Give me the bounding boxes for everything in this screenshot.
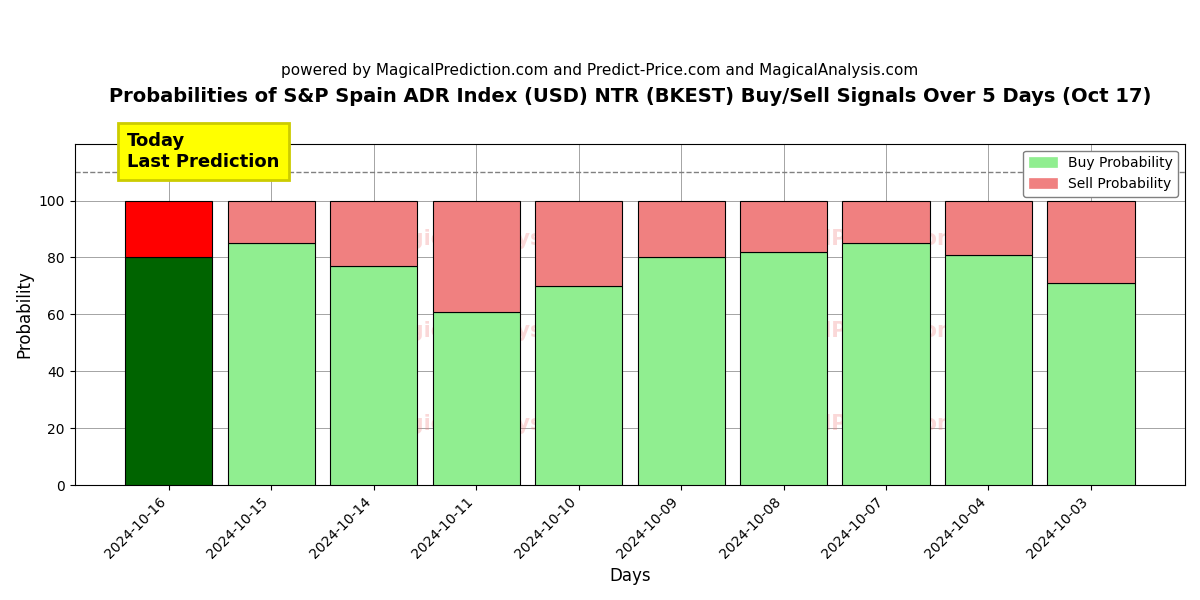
Text: MagicalAnalysis.com: MagicalAnalysis.com bbox=[374, 229, 619, 249]
Bar bbox=[637, 257, 725, 485]
Bar bbox=[228, 200, 314, 243]
Bar bbox=[432, 200, 520, 311]
Bar bbox=[228, 243, 314, 485]
Bar bbox=[432, 311, 520, 485]
Bar bbox=[330, 266, 418, 485]
Bar bbox=[740, 200, 827, 252]
Text: MagicalPrediction.com: MagicalPrediction.com bbox=[740, 322, 1008, 341]
Bar bbox=[842, 243, 930, 485]
Bar bbox=[944, 254, 1032, 485]
Bar bbox=[535, 286, 622, 485]
Bar bbox=[125, 257, 212, 485]
Text: Today
Last Prediction: Today Last Prediction bbox=[127, 132, 280, 171]
Text: MagicalPrediction.com: MagicalPrediction.com bbox=[740, 413, 1008, 434]
Y-axis label: Probability: Probability bbox=[16, 271, 34, 358]
Bar bbox=[125, 200, 212, 257]
Text: powered by MagicalPrediction.com and Predict-Price.com and MagicalAnalysis.com: powered by MagicalPrediction.com and Pre… bbox=[281, 63, 919, 78]
Bar bbox=[330, 200, 418, 266]
Bar bbox=[535, 200, 622, 286]
Bar bbox=[1048, 200, 1134, 283]
Legend: Buy Probability, Sell Probability: Buy Probability, Sell Probability bbox=[1024, 151, 1178, 197]
Bar bbox=[740, 252, 827, 485]
Bar bbox=[1048, 283, 1134, 485]
Bar bbox=[637, 200, 725, 257]
Title: Probabilities of S&P Spain ADR Index (USD) NTR (BKEST) Buy/Sell Signals Over 5 D: Probabilities of S&P Spain ADR Index (US… bbox=[109, 87, 1151, 106]
Bar bbox=[944, 200, 1032, 254]
Text: MagicalPrediction.com: MagicalPrediction.com bbox=[740, 229, 1008, 249]
Text: MagicalAnalysis.com: MagicalAnalysis.com bbox=[374, 413, 619, 434]
Text: MagicalAnalysis.com: MagicalAnalysis.com bbox=[374, 322, 619, 341]
X-axis label: Days: Days bbox=[610, 567, 650, 585]
Bar bbox=[842, 200, 930, 243]
